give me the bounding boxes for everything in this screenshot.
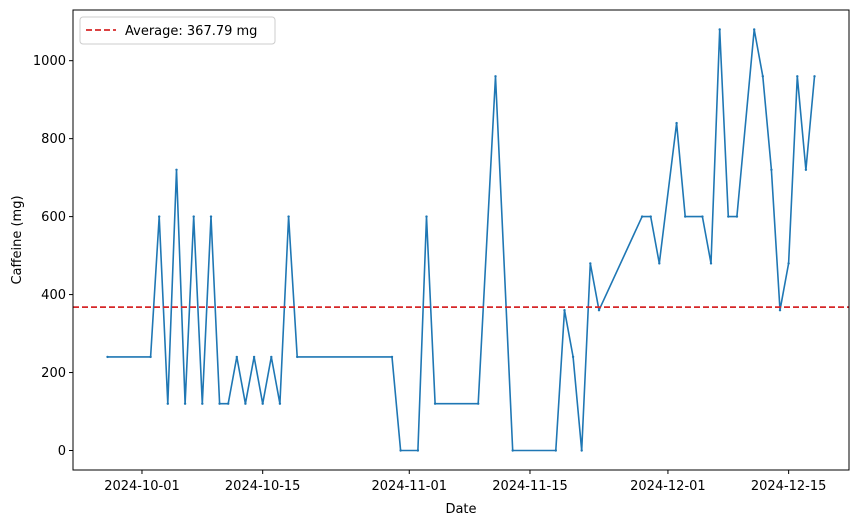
axes-frame (72, 9, 850, 471)
y-tick-label: 400 (41, 288, 66, 303)
data-point-2 (158, 215, 161, 218)
x-tick-label: 2024-11-15 (492, 479, 568, 494)
data-point-5 (183, 402, 187, 405)
data-point-25 (494, 75, 497, 78)
data-point-31 (589, 262, 592, 265)
plot-area (73, 28, 849, 452)
data-point-23 (433, 402, 437, 405)
data-point-43 (753, 28, 756, 31)
data-point-24 (477, 402, 480, 405)
data-point-12 (244, 402, 247, 405)
x-tick-label: 2024-10-01 (104, 479, 180, 494)
data-point-26 (511, 449, 514, 452)
x-tick-label: 2024-10-15 (225, 479, 301, 494)
data-point-32 (597, 309, 601, 312)
data-point-4 (175, 168, 178, 171)
data-point-19 (390, 355, 394, 359)
data-point-0 (106, 355, 109, 359)
data-point-18 (296, 355, 299, 359)
data-point-49 (804, 168, 808, 171)
x-tick-label: 2024-11-01 (371, 479, 447, 494)
data-point-9 (218, 402, 221, 405)
data-point-6 (192, 215, 195, 218)
legend-average-label: Average: 367.79 mg (125, 24, 257, 39)
data-point-7 (201, 402, 204, 405)
data-point-48 (796, 75, 799, 78)
legend: Average: 367.79 mg (79, 16, 276, 45)
x-axis-label: Date (445, 502, 476, 517)
data-point-14 (261, 402, 264, 405)
data-point-21 (416, 449, 420, 452)
data-point-10 (227, 402, 230, 405)
data-point-42 (735, 215, 739, 218)
y-tick-label: 200 (41, 366, 66, 381)
data-point-15 (270, 355, 273, 359)
data-point-16 (278, 402, 282, 405)
data-point-29 (571, 355, 575, 359)
data-point-8 (209, 215, 213, 218)
data-point-33 (640, 215, 644, 218)
data-point-20 (399, 449, 402, 452)
data-point-37 (684, 215, 687, 218)
data-point-11 (235, 355, 238, 359)
data-point-28 (563, 309, 566, 312)
y-tick-label: 0 (58, 444, 66, 459)
data-point-35 (658, 262, 661, 265)
data-point-40 (718, 28, 721, 31)
data-point-38 (701, 215, 704, 218)
data-point-50 (813, 75, 816, 78)
data-point-30 (580, 449, 583, 452)
data-point-27 (554, 449, 557, 452)
data-point-41 (727, 215, 730, 218)
data-point-34 (649, 215, 652, 218)
legend-box (79, 16, 276, 45)
x-tick-label: 2024-12-15 (751, 479, 827, 494)
x-tick-label: 2024-12-01 (630, 479, 706, 494)
data-point-36 (675, 121, 678, 125)
y-tick-label: 1000 (33, 54, 66, 69)
data-point-39 (709, 262, 713, 265)
data-point-22 (425, 215, 428, 218)
y-tick-label: 600 (41, 210, 66, 225)
y-axis-label: Caffeine (mg) (10, 195, 25, 284)
data-point-47 (787, 262, 790, 265)
y-tick-label: 800 (41, 132, 66, 147)
data-point-17 (287, 215, 290, 218)
data-point-44 (761, 75, 764, 78)
data-point-46 (778, 309, 782, 312)
data-point-45 (770, 168, 773, 171)
axis-ticks: 0 200 400 600 800 1000 2024-10-01 2024-10-15 202… (33, 54, 827, 494)
data-point-3 (166, 402, 169, 405)
data-point-13 (252, 355, 256, 359)
data-point-1 (149, 355, 152, 359)
